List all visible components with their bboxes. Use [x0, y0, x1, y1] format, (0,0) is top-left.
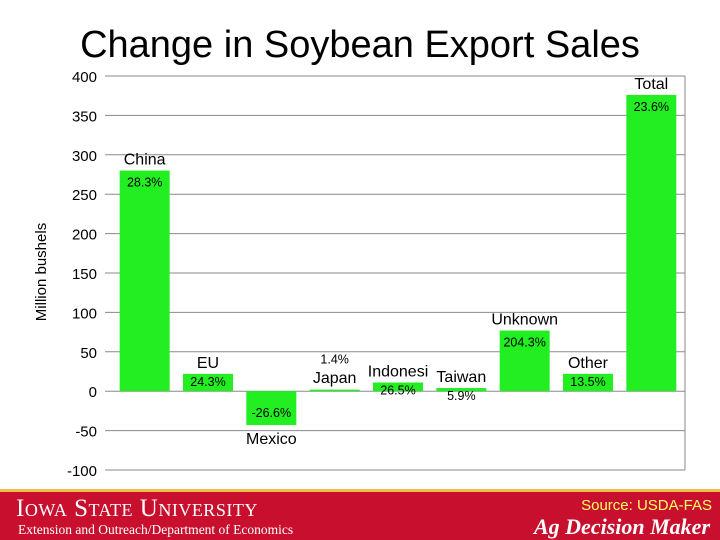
percent-label: 26.5% [380, 384, 415, 398]
y-tick-label: 200 [72, 227, 97, 244]
y-tick-label: 150 [72, 266, 97, 283]
category-label: Other [568, 355, 609, 372]
bar [183, 373, 233, 392]
y-tick-label: 300 [72, 148, 97, 165]
bar-chart: 400 350 300 250 200 150 100 50 0 -50 -100 Million b… [33, 69, 686, 480]
y-tick-label: -50 [75, 424, 97, 441]
category-label: Indonesi [368, 364, 429, 381]
y-tick-label: 400 [72, 69, 97, 86]
y-tick-label: 100 [72, 305, 97, 322]
source-note: Source: USDA-FAS [581, 497, 712, 514]
bar [436, 388, 487, 392]
percent-label: 28.3% [127, 176, 162, 190]
brand-logo: Ag Decision Maker [534, 514, 710, 539]
category-label: Japan [313, 370, 357, 387]
bar [119, 170, 170, 392]
category-label: Taiwan [436, 369, 486, 386]
footer-bar [0, 492, 720, 540]
percent-label: 23.6% [634, 100, 669, 114]
department-name: Extension and Outreach/Department of Eco… [18, 522, 294, 537]
bar [373, 382, 423, 392]
slide-title: Change in Soybean Export Sales [80, 24, 640, 66]
y-tick-label: 0 [89, 384, 97, 401]
footer-stripe [0, 489, 720, 492]
bar [499, 330, 550, 392]
category-label: China [124, 152, 166, 169]
percent-label: 13.5% [570, 375, 605, 389]
y-tick-label: 50 [80, 345, 97, 362]
percent-label: -26.6% [252, 406, 292, 420]
category-label: Unknown [491, 312, 558, 329]
category-label: Total [634, 76, 668, 93]
bar [563, 373, 613, 392]
category-label: EU [197, 355, 219, 372]
bar [246, 391, 297, 426]
bar [626, 94, 677, 392]
percent-label: 24.3% [190, 375, 225, 389]
y-tick-label: 350 [72, 108, 97, 125]
bar [309, 389, 360, 392]
percent-label: 1.4% [320, 353, 349, 367]
y-axis-label: Million bushels [33, 223, 50, 321]
y-tick-label: -100 [67, 463, 97, 480]
y-tick-label: 250 [72, 187, 97, 204]
category-label: Mexico [246, 431, 297, 448]
university-wordmark: Iowa State University [16, 495, 258, 522]
percent-label: 5.9% [447, 389, 476, 403]
percent-label: 204.3% [503, 336, 545, 350]
